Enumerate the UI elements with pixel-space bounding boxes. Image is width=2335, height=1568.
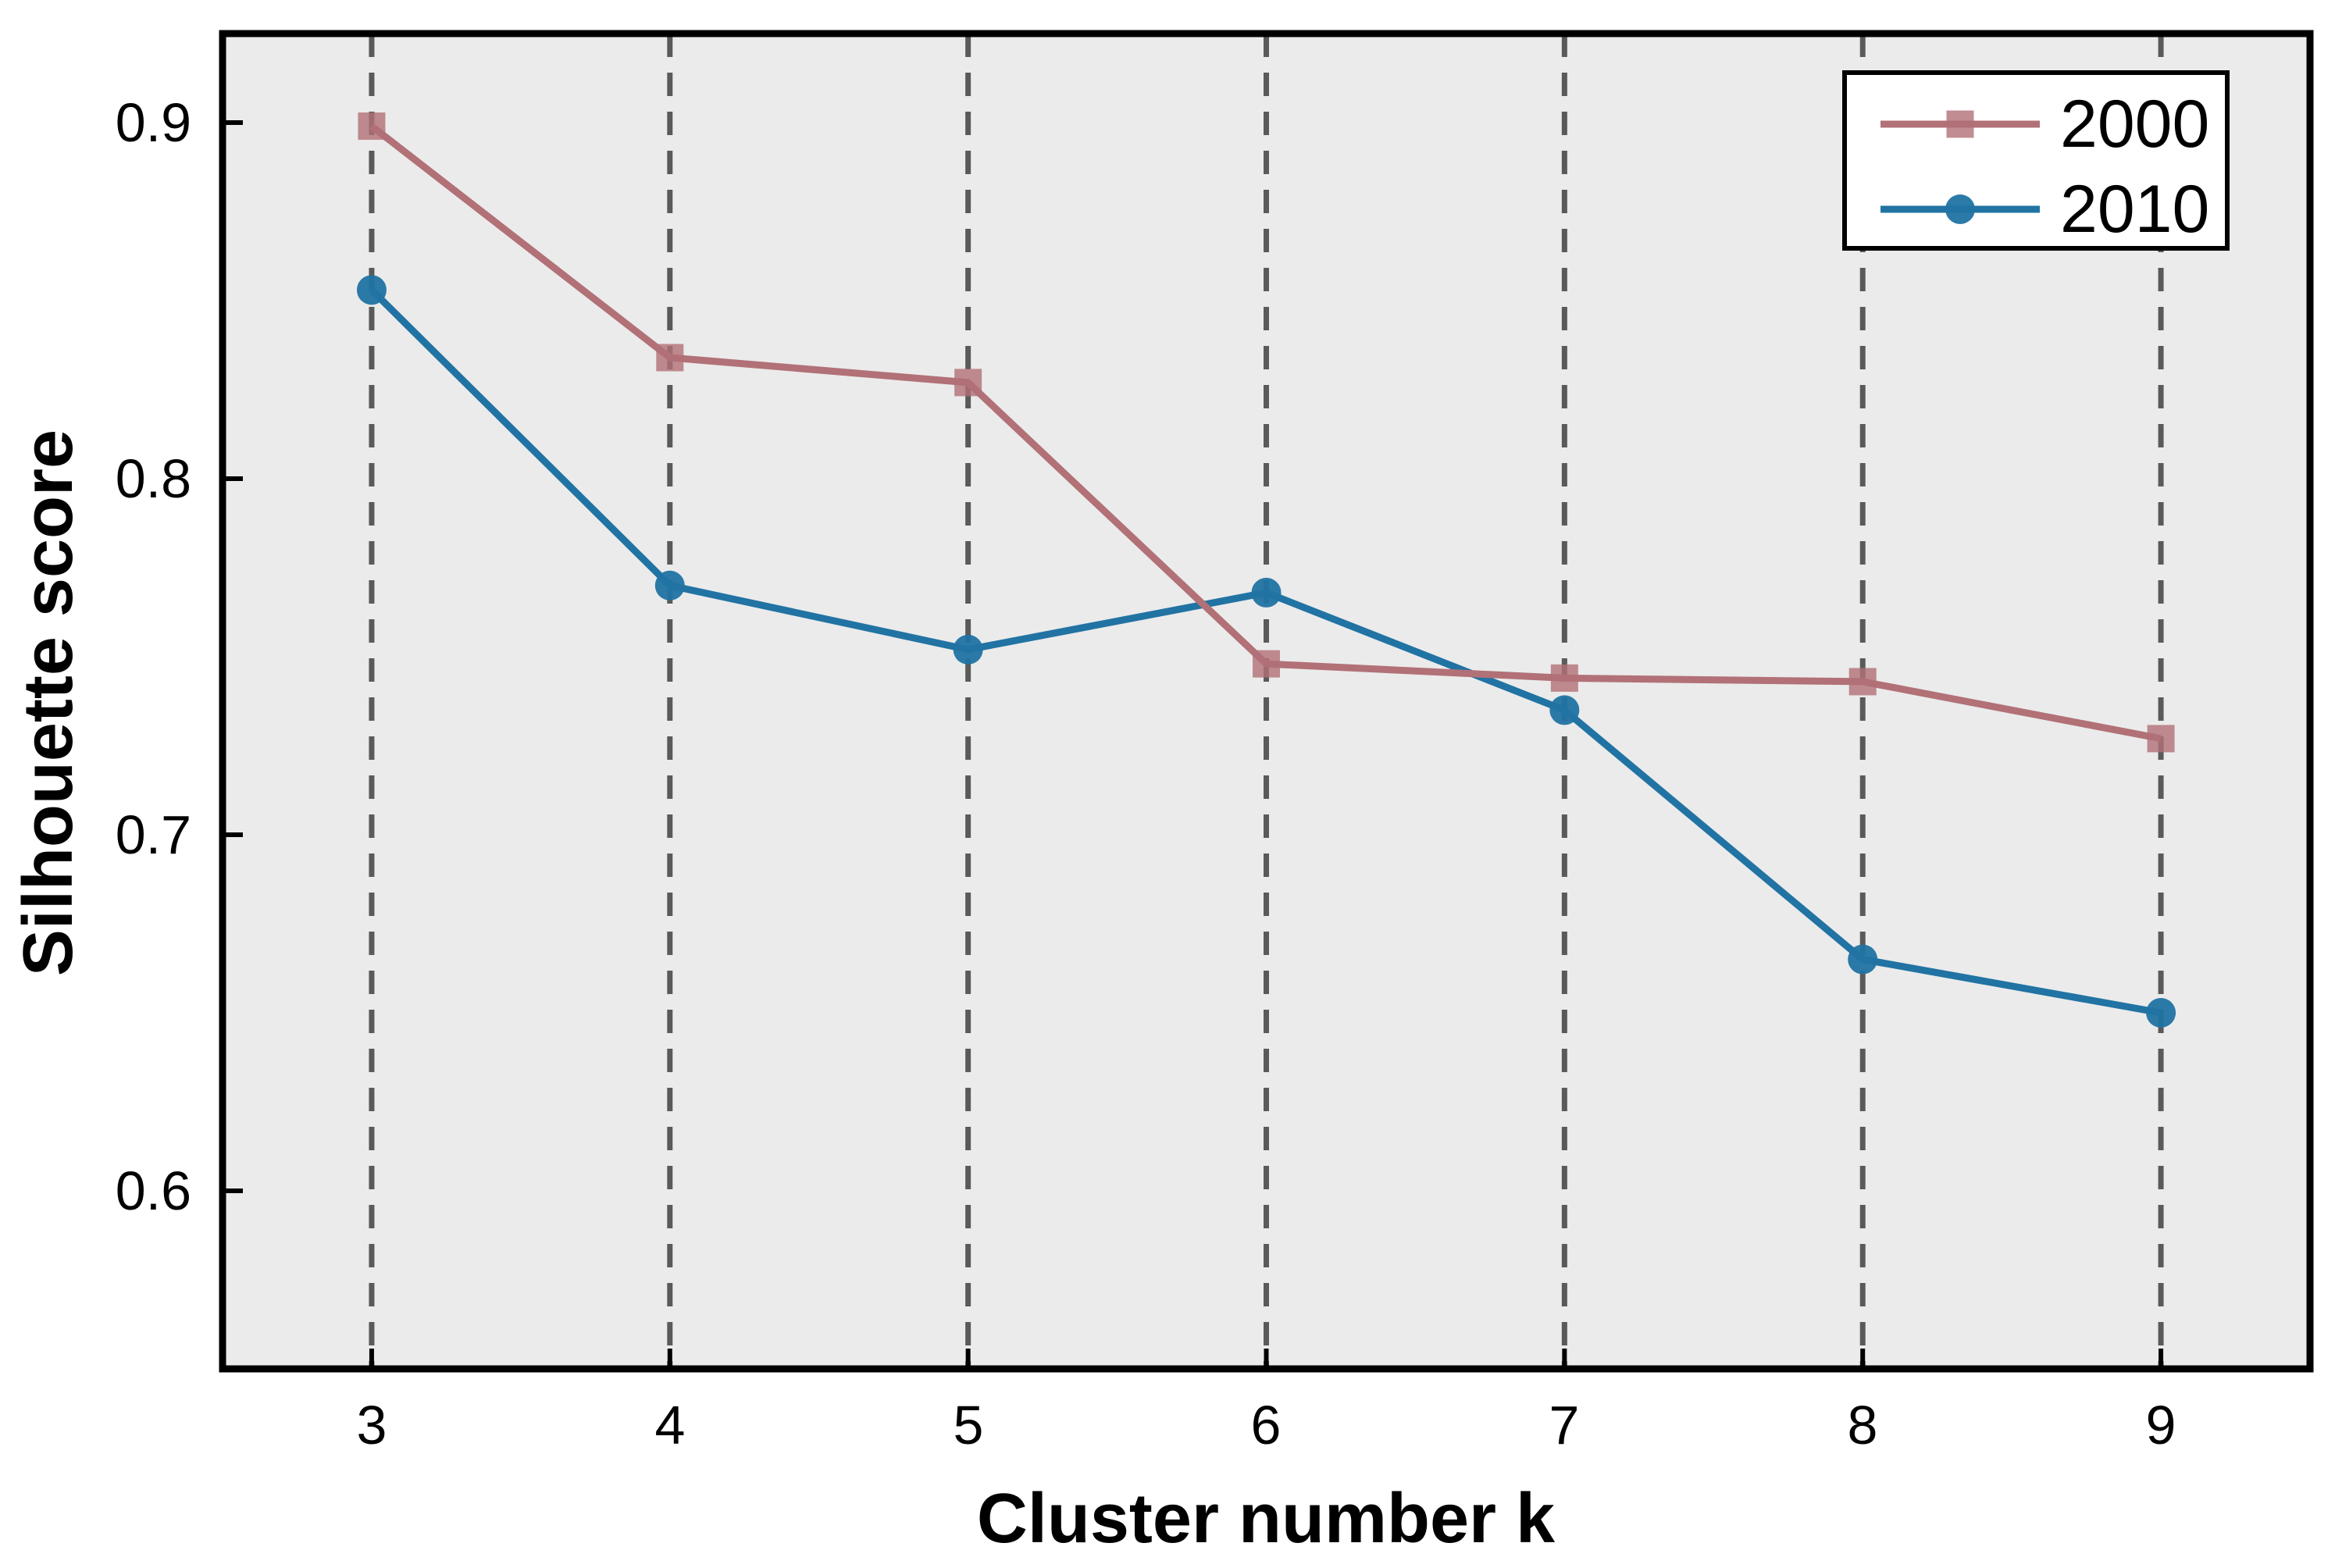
x-tick-label: 3 bbox=[356, 1395, 387, 1456]
marker-2010-k5 bbox=[953, 634, 983, 665]
marker-2000-k9 bbox=[2147, 725, 2175, 753]
x-tick-label: 8 bbox=[1847, 1395, 1878, 1456]
marker-2000-k6 bbox=[1253, 650, 1280, 678]
legend-label-2010: 2010 bbox=[2060, 172, 2210, 247]
x-tick-label: 5 bbox=[953, 1395, 984, 1456]
y-tick-label: 0.8 bbox=[115, 448, 191, 509]
marker-2000-k7 bbox=[1550, 664, 1578, 692]
marker-2010-k3 bbox=[356, 275, 387, 305]
x-tick-label: 4 bbox=[654, 1395, 686, 1456]
legend-label-2000: 2000 bbox=[2060, 87, 2210, 162]
marker-2000-k8 bbox=[1848, 668, 1877, 696]
marker-2010-k6 bbox=[1251, 577, 1282, 608]
x-tick-label: 6 bbox=[1250, 1395, 1282, 1456]
x-tick-label: 9 bbox=[2145, 1395, 2176, 1456]
marker-2010-k7 bbox=[1549, 695, 1580, 725]
marker-2000-k5 bbox=[954, 369, 982, 397]
legend-marker-2010 bbox=[1945, 194, 1975, 224]
y-tick-label: 0.9 bbox=[115, 92, 191, 153]
legend-marker-2000 bbox=[1946, 110, 1974, 138]
x-tick-label: 7 bbox=[1549, 1395, 1580, 1456]
plot-frame bbox=[219, 30, 2314, 1373]
marker-2010-k8 bbox=[1848, 944, 1878, 975]
marker-2000-k4 bbox=[656, 344, 684, 372]
marker-2010-k9 bbox=[2146, 998, 2176, 1028]
marker-2010-k4 bbox=[654, 570, 685, 600]
y-axis-title: Silhouette score bbox=[9, 429, 87, 977]
y-tick-label: 0.6 bbox=[115, 1160, 191, 1221]
y-tick-label: 0.7 bbox=[115, 804, 191, 865]
marker-2000-k3 bbox=[358, 112, 386, 141]
legend-box bbox=[1842, 70, 2230, 251]
x-axis-title: Cluster number k bbox=[976, 1480, 1556, 1558]
